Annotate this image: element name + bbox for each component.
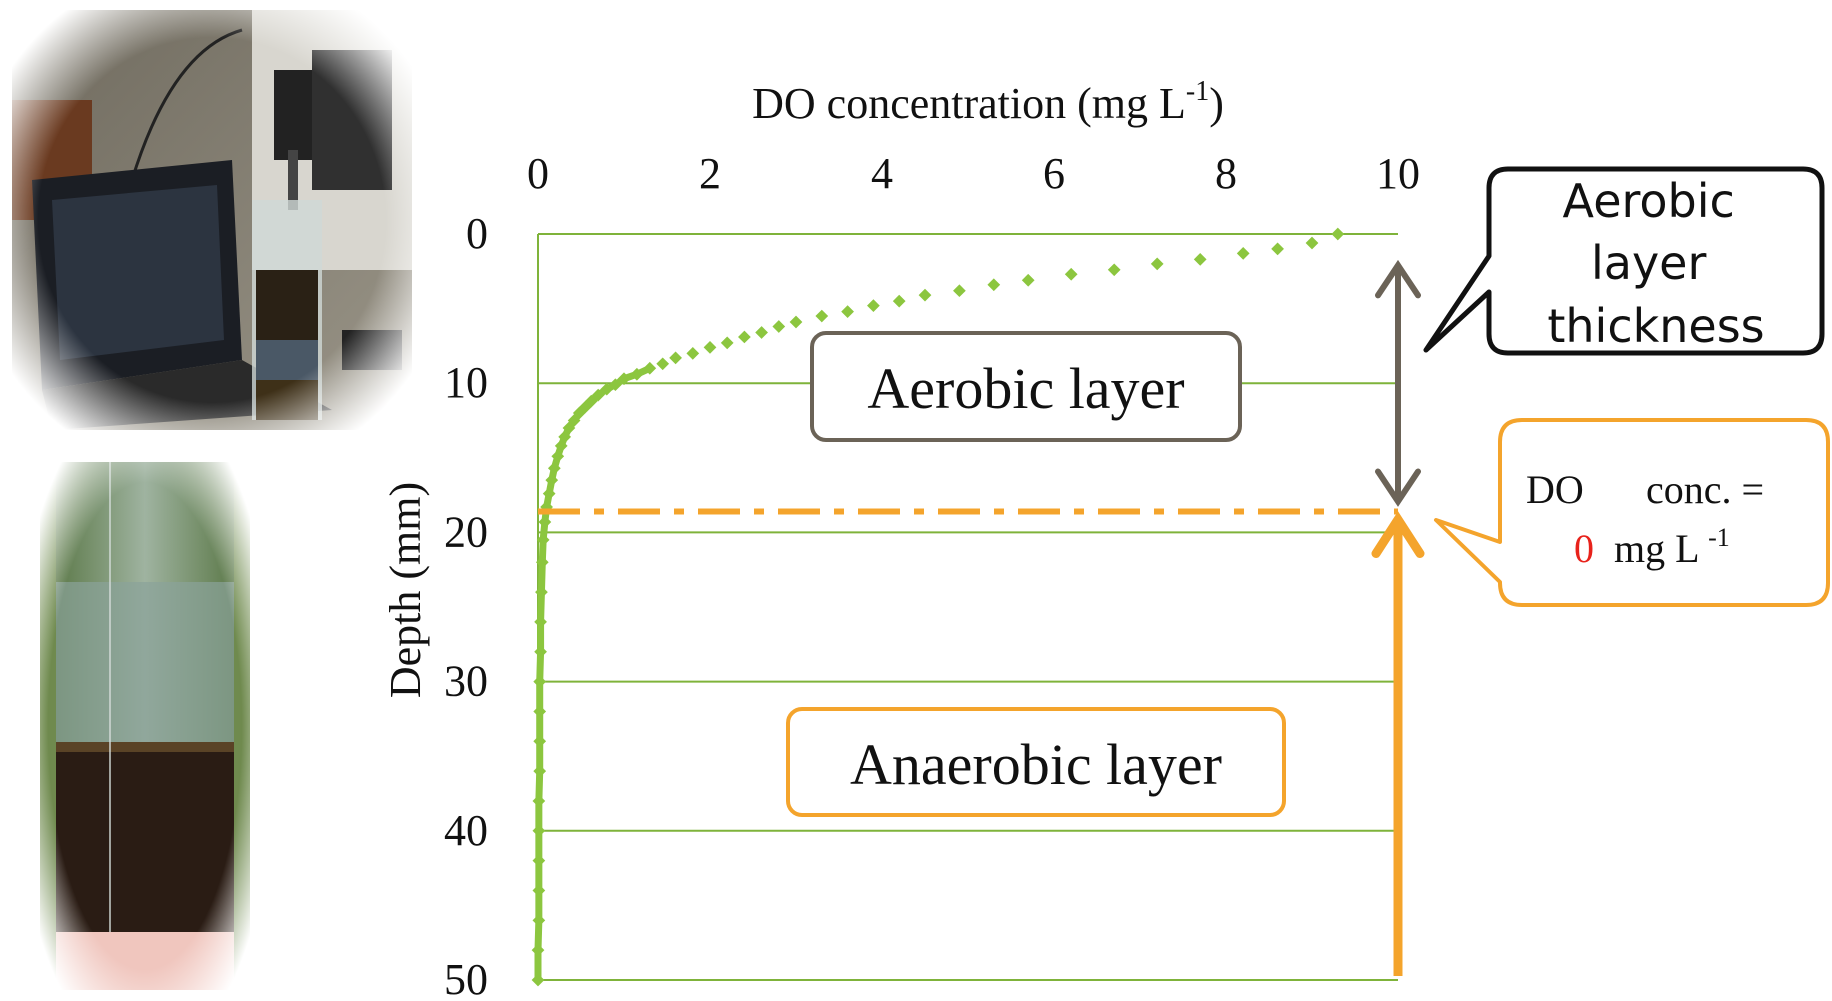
data-point <box>1331 227 1345 241</box>
data-point <box>1305 236 1319 250</box>
do-zero-callout-value: 0 <box>1574 526 1594 571</box>
x-tick-label: 8 <box>1215 149 1237 198</box>
svg-text:0 mg L -1: 0 mg L -1 <box>1574 523 1730 571</box>
aerobic-layer-text: Aerobic layer <box>867 356 1184 421</box>
do-zero-callout-conc: conc. = <box>1646 467 1764 512</box>
data-point <box>1107 263 1121 277</box>
thickness-callout-line-3: thickness <box>1547 299 1764 353</box>
data-point <box>1236 247 1250 260</box>
x-tick-label: 2 <box>699 149 721 198</box>
y-tick-label: 0 <box>466 209 488 258</box>
data-point <box>953 284 966 298</box>
data-point <box>656 357 670 371</box>
data-point <box>892 294 906 308</box>
photo-sediment-core <box>40 462 250 990</box>
do-zero-callout-do: DO <box>1526 467 1584 512</box>
data-point <box>918 288 932 302</box>
anaerobic-layer-label: Anaerobic layer <box>786 707 1286 817</box>
data-point <box>841 305 854 318</box>
data-point <box>686 346 700 360</box>
data-point <box>772 320 786 333</box>
svg-text:DO conc. =: DO conc. = <box>1526 467 1764 512</box>
y-tick-labels: 0 10 20 30 40 50 <box>444 209 488 1001</box>
x-tick-label: 6 <box>1043 149 1065 198</box>
thickness-callout-line-2: layer <box>1591 236 1706 290</box>
x-tick-labels: 0 2 4 6 8 10 <box>527 149 1420 198</box>
aerobic-layer-label: Aerobic layer <box>810 331 1242 442</box>
y-tick-label: 40 <box>444 806 488 855</box>
y-tick-label: 30 <box>444 657 488 706</box>
data-point <box>1150 257 1164 271</box>
data-point <box>755 326 768 339</box>
x-axis-title: DO concentration (mg L-1) <box>752 76 1224 128</box>
thickness-callout: Aerobic layer thickness <box>1423 166 1825 356</box>
data-point <box>867 299 880 312</box>
data-point <box>1193 253 1207 266</box>
x-tick-label: 0 <box>527 149 549 198</box>
y-tick-label: 50 <box>444 955 488 1001</box>
x-axis-title-sup: -1 <box>1186 76 1209 107</box>
data-point <box>1271 242 1284 256</box>
data-line-deep <box>534 365 652 980</box>
data-point <box>1021 273 1035 287</box>
x-tick-label: 10 <box>1376 149 1420 198</box>
data-point <box>789 315 803 329</box>
data-point <box>720 336 734 350</box>
data-point <box>703 341 717 354</box>
y-tick-label: 10 <box>444 358 488 407</box>
data-point <box>815 309 829 323</box>
data-point <box>738 330 751 344</box>
photo-measurement-setup <box>12 10 412 430</box>
aerobic-thickness-arrow <box>1375 259 1421 507</box>
do-zero-callout-unit: mg L <box>1614 526 1698 571</box>
data-point <box>669 351 682 365</box>
svg-text:Aerobic layer: Aerobic layer thickness <box>1547 174 1764 353</box>
x-tick-label: 4 <box>871 149 893 198</box>
y-tick-label: 20 <box>444 507 488 556</box>
thickness-callout-line-1: Aerobic <box>1563 174 1735 228</box>
y-axis-title: Depth (mm) <box>381 482 430 698</box>
do-zero-callout-unit-sup: -1 <box>1708 523 1730 552</box>
data-point <box>1064 267 1078 281</box>
do-zero-callout: DO conc. = 0 mg L -1 <box>1434 418 1830 607</box>
x-axis-title-main: DO concentration (mg L <box>752 79 1186 128</box>
data-point <box>987 278 1001 292</box>
anaerobic-layer-text: Anaerobic layer <box>850 732 1222 797</box>
anaerobic-arrow <box>1371 511 1425 976</box>
x-axis-title-close: ) <box>1209 79 1224 128</box>
